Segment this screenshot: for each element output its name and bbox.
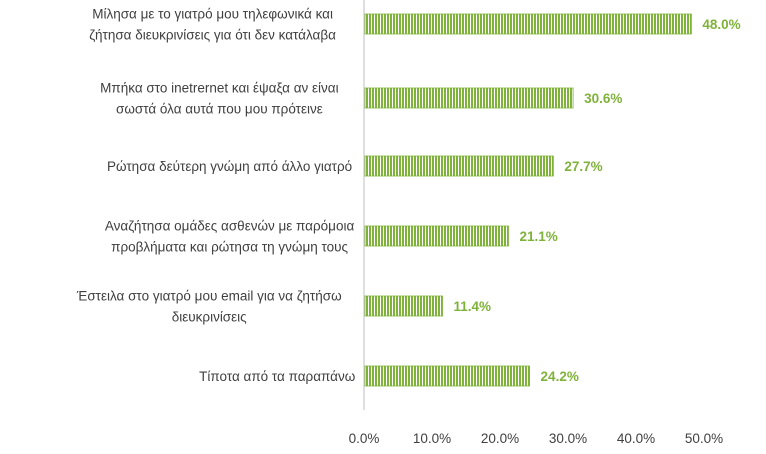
- bar-value-label: 27.7%: [564, 159, 602, 174]
- bar-value-label: 48.0%: [702, 17, 740, 32]
- bar: [364, 225, 509, 247]
- category-label-line: προβλήματα και ρώτησα τη γνώμη τους: [111, 240, 348, 255]
- bar: [364, 295, 443, 317]
- x-tick-label: 50.0%: [685, 431, 723, 446]
- x-tick-label: 20.0%: [481, 431, 519, 446]
- bar: [364, 155, 554, 177]
- category-label: Μίλησα με το γιατρό μου τηλεφωνικά και ζή…: [89, 7, 336, 43]
- category-label-line: διευκρινίσεις: [172, 310, 247, 325]
- x-axis-tick-labels: 0.0%10.0%20.0%30.0%40.0%50.0%6: [349, 431, 724, 446]
- bar: [364, 87, 574, 109]
- x-tick-label: 30.0%: [549, 431, 587, 446]
- category-label: Μπήκα στο inetrernet και έψαξα αν είναι σ…: [100, 81, 338, 117]
- category-label: Τίποτα από τα παραπάνω: [199, 369, 355, 384]
- bar-value-label: 21.1%: [519, 229, 557, 244]
- x-tick-label: 10.0%: [413, 431, 451, 446]
- x-tick-label: 40.0%: [617, 431, 655, 446]
- category-labels: Μίλησα με το γιατρό μου τηλεφωνικά και ζή…: [76, 7, 356, 385]
- category-label-line: ζήτησα διευκρινίσεις για ότι δεν κατάλαβ…: [89, 28, 336, 43]
- category-label-line: Μπήκα στο inetrernet και έψαξα αν είναι: [100, 81, 338, 96]
- category-label: Ρώτησα δεύτερη γνώμη από άλλο γιατρό: [107, 159, 352, 174]
- bar-value-label: 11.4%: [454, 299, 492, 314]
- category-label-line: Τίποτα από τα παραπάνω: [199, 369, 355, 384]
- x-tick-label: 0.0%: [349, 431, 380, 446]
- bar: [364, 365, 530, 387]
- bars: [364, 13, 692, 387]
- bar: [364, 13, 692, 35]
- bar-value-label: 24.2%: [541, 369, 579, 384]
- bar-value-label: 30.6%: [584, 91, 622, 106]
- category-label-line: σωστά όλα αυτά που μου πρότεινε: [116, 102, 323, 117]
- category-label: Αναζήτησα ομάδες ασθενών με παρόμοια προβ…: [105, 219, 355, 255]
- category-label-line: Έστειλα στο γιατρό μου email για να ζητή…: [76, 289, 342, 304]
- category-label: Έστειλα στο γιατρό μου email για να ζητή…: [76, 289, 342, 325]
- category-label-line: Μίλησα με το γιατρό μου τηλεφωνικά και: [92, 7, 333, 22]
- category-label-line: Ρώτησα δεύτερη γνώμη από άλλο γιατρό: [107, 159, 352, 174]
- category-label-line: Αναζήτησα ομάδες ασθενών με παρόμοια: [105, 219, 355, 234]
- value-labels: 48.0% 30.6% 27.7% 21.1% 11.4% 24.2%: [454, 17, 741, 384]
